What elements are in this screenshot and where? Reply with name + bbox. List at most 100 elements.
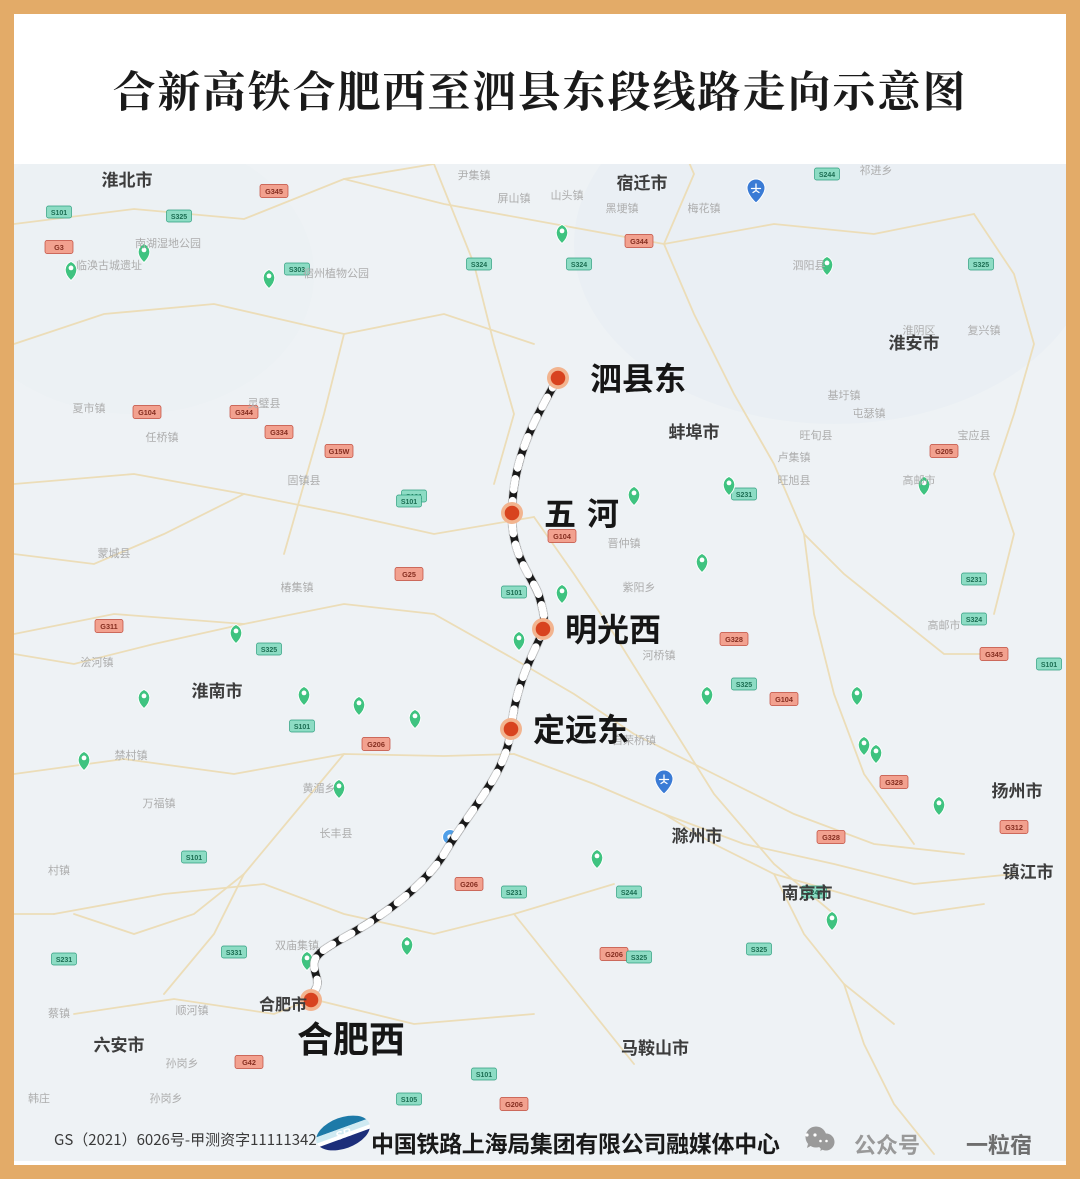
svg-text:南湖湿地公园: 南湖湿地公园 (135, 235, 201, 251)
svg-text:宿州植物公园: 宿州植物公园 (303, 265, 369, 281)
svg-text:S244: S244 (819, 172, 835, 179)
svg-text:S325: S325 (171, 214, 187, 221)
svg-text:淮阴区: 淮阴区 (903, 322, 936, 338)
svg-text:S101: S101 (476, 1072, 492, 1079)
svg-text:G344: G344 (630, 237, 649, 246)
svg-text:G334: G334 (270, 428, 289, 437)
svg-text:宿迁市: 宿迁市 (617, 169, 668, 194)
svg-text:S231: S231 (506, 890, 522, 897)
svg-text:S324: S324 (571, 262, 587, 269)
svg-text:G328: G328 (822, 833, 840, 842)
svg-text:六安市: 六安市 (94, 1031, 145, 1056)
svg-text:S105: S105 (401, 1097, 417, 1104)
svg-text:明光西: 明光西 (565, 605, 661, 651)
svg-text:河: 河 (587, 489, 619, 535)
svg-text:双庙集镇: 双庙集镇 (275, 937, 319, 953)
svg-text:S325: S325 (751, 947, 767, 954)
svg-text:高邮市: 高邮市 (928, 617, 961, 633)
svg-text:马鞍山市: 马鞍山市 (621, 1034, 689, 1059)
svg-text:G104: G104 (138, 408, 157, 417)
svg-text:孙岗乡: 孙岗乡 (150, 1090, 183, 1106)
svg-text:黄湄乡: 黄湄乡 (303, 780, 336, 796)
svg-text:G15W: G15W (329, 447, 350, 456)
svg-text:镇江市: 镇江市 (1003, 858, 1054, 883)
svg-text:S101: S101 (186, 855, 202, 862)
svg-text:G345: G345 (265, 187, 283, 196)
svg-text:孙岗乡: 孙岗乡 (166, 1055, 199, 1071)
svg-text:宝应县: 宝应县 (958, 427, 991, 443)
svg-text:G42: G42 (242, 1058, 256, 1067)
svg-text:蚌埠市: 蚌埠市 (669, 418, 720, 443)
svg-text:定远东: 定远东 (533, 705, 629, 751)
svg-text:G206: G206 (460, 880, 478, 889)
svg-text:紫阳乡: 紫阳乡 (623, 579, 656, 595)
svg-text:卢集镇: 卢集镇 (778, 449, 811, 465)
svg-text:梅花镇: 梅花镇 (688, 200, 721, 216)
svg-text:S325: S325 (736, 682, 752, 689)
svg-text:禁村镇: 禁村镇 (115, 747, 148, 763)
svg-text:祁进乡: 祁进乡 (860, 162, 893, 178)
svg-text:G206: G206 (605, 950, 623, 959)
svg-text:S324: S324 (471, 262, 487, 269)
svg-text:黑埂镇: 黑埂镇 (606, 200, 639, 216)
svg-text:G25: G25 (402, 570, 416, 579)
svg-text:S231: S231 (56, 957, 72, 964)
svg-text:S325: S325 (973, 262, 989, 269)
svg-text:S101: S101 (506, 590, 522, 597)
svg-text:灵璧县: 灵璧县 (248, 395, 281, 411)
svg-text:椿集镇: 椿集镇 (281, 579, 314, 595)
svg-text:S231: S231 (736, 492, 752, 499)
svg-text:高邮市: 高邮市 (903, 472, 936, 488)
svg-text:村镇: 村镇 (48, 862, 70, 878)
svg-text:S231: S231 (966, 577, 982, 584)
svg-text:S325: S325 (261, 647, 277, 654)
svg-text:S325: S325 (631, 955, 647, 962)
svg-text:万福镇: 万福镇 (143, 795, 176, 811)
svg-text:复兴镇: 复兴镇 (968, 322, 1001, 338)
svg-text:S101: S101 (401, 499, 417, 506)
svg-text:蒙城县: 蒙城县 (98, 545, 131, 561)
svg-text:屏山镇: 屏山镇 (498, 190, 531, 206)
svg-text:泗阳县: 泗阳县 (793, 257, 826, 273)
svg-text:南京市: 南京市 (782, 879, 833, 904)
svg-text:泗县东: 泗县东 (590, 354, 686, 400)
svg-text:淮北市: 淮北市 (102, 166, 153, 191)
svg-text:S331: S331 (226, 950, 242, 957)
svg-text:S101: S101 (51, 210, 67, 217)
svg-text:临涣古城遗址: 临涣古城遗址 (76, 257, 142, 273)
svg-text:山头镇: 山头镇 (551, 187, 584, 203)
svg-text:S101: S101 (294, 724, 310, 731)
svg-text:滁州市: 滁州市 (672, 822, 723, 847)
svg-text:合肥市: 合肥市 (259, 991, 307, 1015)
svg-text:G328: G328 (885, 778, 903, 787)
svg-text:旺旬县: 旺旬县 (800, 427, 833, 443)
svg-text:G3: G3 (54, 243, 64, 252)
svg-text:S324: S324 (966, 617, 982, 624)
svg-text:扬州市: 扬州市 (992, 777, 1043, 802)
svg-text:任桥镇: 任桥镇 (146, 429, 179, 445)
svg-text:G345: G345 (985, 650, 1003, 659)
svg-text:淮南市: 淮南市 (192, 677, 243, 702)
svg-text:固镇县: 固镇县 (288, 472, 321, 488)
svg-text:韩庄: 韩庄 (28, 1090, 50, 1106)
svg-text:顺河镇: 顺河镇 (176, 1002, 209, 1018)
svg-text:长丰县: 长丰县 (320, 825, 353, 841)
svg-text:G328: G328 (725, 635, 743, 644)
svg-text:尹集镇: 尹集镇 (458, 167, 491, 183)
svg-text:屯瑟镇: 屯瑟镇 (853, 405, 886, 421)
svg-text:基圩镇: 基圩镇 (828, 387, 861, 403)
svg-text:G205: G205 (935, 447, 953, 456)
svg-text:五: 五 (544, 489, 576, 535)
svg-text:G312: G312 (1005, 823, 1023, 832)
svg-text:S244: S244 (621, 890, 637, 897)
svg-text:G206: G206 (505, 1100, 523, 1109)
svg-text:蔡镇: 蔡镇 (48, 1005, 70, 1021)
svg-text:G311: G311 (100, 622, 117, 631)
svg-text:夏市镇: 夏市镇 (73, 400, 106, 416)
svg-text:合肥西: 合肥西 (297, 1011, 405, 1063)
svg-text:G104: G104 (775, 695, 794, 704)
svg-text:S101: S101 (1041, 662, 1057, 669)
svg-text:旺旭县: 旺旭县 (778, 472, 811, 488)
svg-text:G206: G206 (367, 740, 385, 749)
svg-text:浍河镇: 浍河镇 (81, 654, 114, 670)
